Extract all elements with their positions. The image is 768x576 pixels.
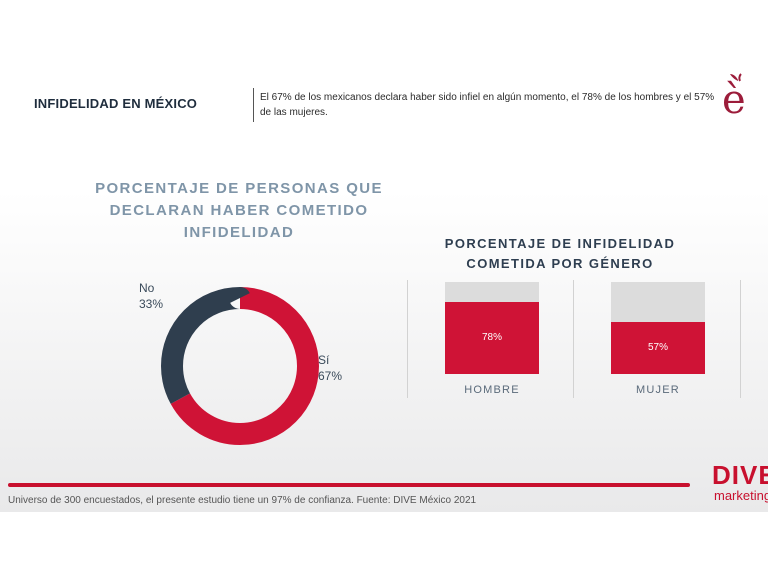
donut-chart <box>161 287 319 445</box>
slide: INFIDELIDAD EN MÉXICO El 67% de los mexi… <box>0 66 768 512</box>
footer-source-note: Universo de 300 encuestados, el presente… <box>8 495 477 506</box>
bar-separator <box>407 280 408 398</box>
bar-hombre <box>445 302 539 374</box>
slice-value-no: 33% <box>139 297 164 311</box>
dive-logo: DIVE <box>712 460 768 490</box>
bar-category-hombre: HOMBRE <box>464 384 520 396</box>
dive-logo-subtitle: marketing <box>714 488 768 503</box>
slice-category-si: Sí <box>318 353 330 367</box>
footer-divider <box>8 483 690 487</box>
header-summary: El 67% de los mexicanos declara haber si… <box>260 92 715 118</box>
page-title: INFIDELIDAD EN MÉXICO <box>34 96 198 111</box>
bar-separator <box>740 280 741 398</box>
bar-value-hombre: 78% <box>481 332 502 344</box>
slice-label-si: Sí 67% <box>318 352 342 384</box>
slice-value-si: 67% <box>318 369 343 383</box>
bar-chart: 78% HOMBRE 57% MUJER <box>405 276 768 408</box>
bar-category-mujer: MUJER <box>636 384 680 396</box>
donut-chart-title: PORCENTAJE DE PERSONAS QUE DECLARAN HABE… <box>95 180 383 241</box>
bar-value-mujer: 57% <box>647 341 668 353</box>
donut-slice-no <box>161 287 319 445</box>
bar-separator <box>573 280 574 398</box>
bar-mujer <box>611 321 705 374</box>
apple-e-logo-icon <box>720 72 760 131</box>
bar-chart-title: PORCENTAJE DE INFIDELIDAD COMETIDA POR G… <box>444 236 676 271</box>
slice-category-no: No <box>139 281 155 295</box>
header-divider <box>253 88 254 122</box>
brand-letter: è <box>722 77 746 123</box>
bar-track-mujer <box>611 282 705 374</box>
slice-label-no: No 33% <box>139 280 163 312</box>
bar-track-hombre <box>445 282 539 374</box>
